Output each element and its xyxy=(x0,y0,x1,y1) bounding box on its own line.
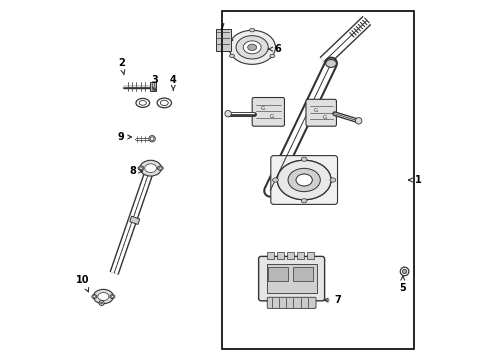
Ellipse shape xyxy=(243,41,261,54)
Ellipse shape xyxy=(288,168,320,192)
Ellipse shape xyxy=(330,178,336,182)
Ellipse shape xyxy=(100,302,102,304)
Text: 1: 1 xyxy=(409,175,422,185)
Text: 5: 5 xyxy=(399,276,406,293)
Bar xyxy=(296,252,304,259)
Bar xyxy=(267,252,274,259)
Bar xyxy=(216,30,231,51)
Ellipse shape xyxy=(296,174,312,186)
Ellipse shape xyxy=(270,54,275,58)
Ellipse shape xyxy=(160,100,168,105)
Text: 6: 6 xyxy=(269,44,281,54)
FancyBboxPatch shape xyxy=(252,98,285,126)
Ellipse shape xyxy=(93,296,96,297)
Ellipse shape xyxy=(159,167,162,169)
Ellipse shape xyxy=(301,157,307,161)
Ellipse shape xyxy=(111,296,114,297)
Bar xyxy=(276,252,284,259)
Text: 9: 9 xyxy=(117,132,132,142)
Ellipse shape xyxy=(145,164,157,172)
Text: 2: 2 xyxy=(118,58,125,74)
Ellipse shape xyxy=(139,100,147,105)
Ellipse shape xyxy=(225,111,231,117)
Ellipse shape xyxy=(92,294,97,298)
Ellipse shape xyxy=(138,166,144,170)
Bar xyxy=(307,252,314,259)
Ellipse shape xyxy=(98,293,109,301)
Ellipse shape xyxy=(326,59,337,67)
Text: 10: 10 xyxy=(76,275,90,292)
FancyBboxPatch shape xyxy=(259,256,324,301)
FancyBboxPatch shape xyxy=(306,99,337,126)
Polygon shape xyxy=(150,82,156,91)
Ellipse shape xyxy=(236,36,269,59)
Text: G: G xyxy=(261,107,265,112)
Ellipse shape xyxy=(402,269,407,274)
Text: G: G xyxy=(270,114,274,119)
Ellipse shape xyxy=(149,135,155,142)
Bar xyxy=(267,264,317,293)
Ellipse shape xyxy=(157,166,163,170)
Ellipse shape xyxy=(136,98,149,107)
Ellipse shape xyxy=(247,44,257,50)
Bar xyxy=(287,252,294,259)
Text: 4: 4 xyxy=(170,75,177,90)
Ellipse shape xyxy=(150,137,154,140)
Ellipse shape xyxy=(301,199,307,203)
Ellipse shape xyxy=(296,174,312,186)
Ellipse shape xyxy=(140,160,161,176)
Text: G: G xyxy=(322,116,327,121)
Text: 7: 7 xyxy=(324,295,342,305)
Ellipse shape xyxy=(250,28,255,32)
Ellipse shape xyxy=(157,98,171,108)
Text: 8: 8 xyxy=(130,166,143,176)
Text: G: G xyxy=(314,108,318,113)
Bar xyxy=(269,267,288,281)
Bar xyxy=(221,12,414,348)
Ellipse shape xyxy=(99,301,104,306)
Ellipse shape xyxy=(355,118,362,124)
FancyBboxPatch shape xyxy=(271,156,338,204)
Ellipse shape xyxy=(140,167,143,169)
Ellipse shape xyxy=(93,289,113,304)
Ellipse shape xyxy=(277,160,331,200)
Ellipse shape xyxy=(110,294,115,298)
Ellipse shape xyxy=(288,168,320,192)
Polygon shape xyxy=(130,216,140,225)
Ellipse shape xyxy=(277,160,331,200)
Ellipse shape xyxy=(272,178,278,182)
Ellipse shape xyxy=(400,267,409,276)
FancyBboxPatch shape xyxy=(267,297,316,309)
Ellipse shape xyxy=(229,30,275,64)
Bar xyxy=(294,267,313,281)
Ellipse shape xyxy=(229,54,235,58)
Text: 3: 3 xyxy=(151,75,158,91)
